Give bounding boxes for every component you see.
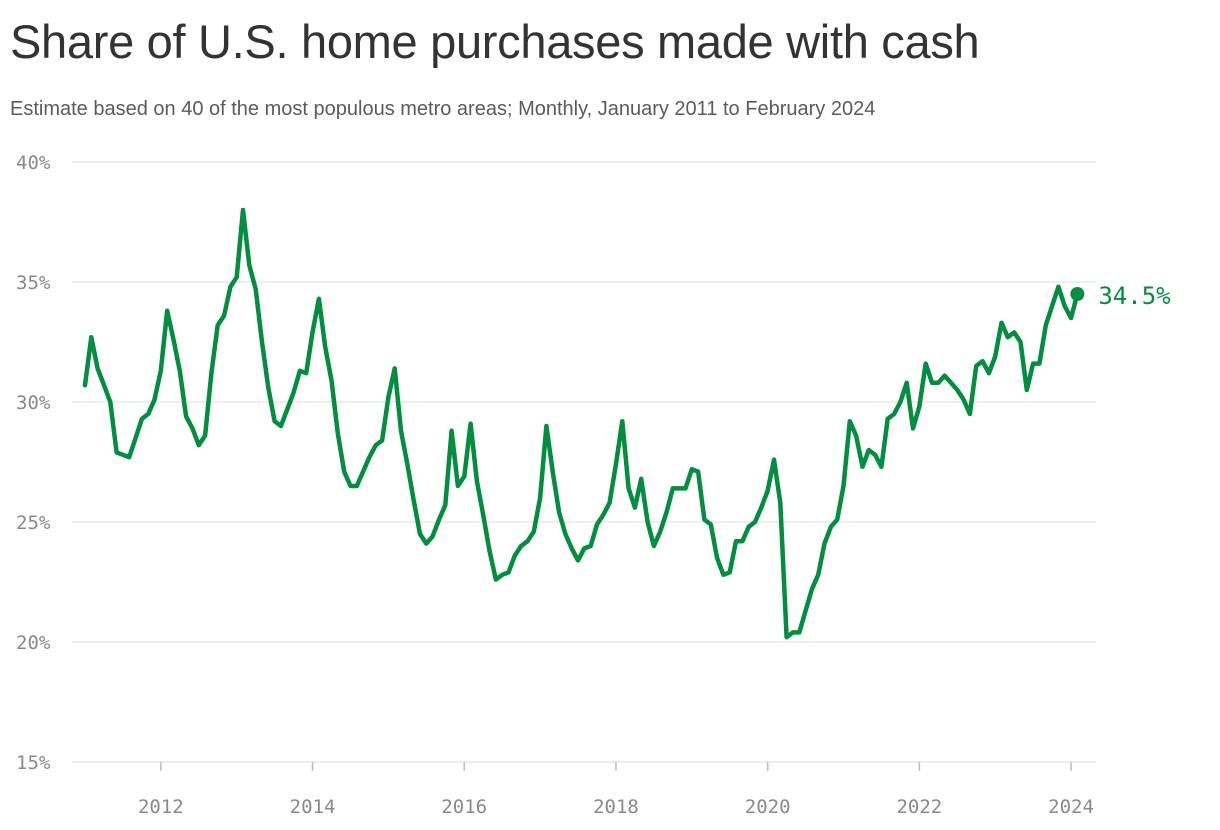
chart-title: Share of U.S. home purchases made with c… — [10, 15, 980, 68]
x-tick-label: 2020 — [745, 796, 791, 818]
y-tick-label: 15% — [16, 752, 51, 774]
x-axis: 2012 2014 2016 2018 2020 2022 2024 — [138, 762, 1094, 818]
x-tick-label: 2014 — [290, 796, 336, 818]
y-tick-label: 25% — [16, 512, 51, 534]
y-axis-ticks: 40% 35% 30% 25% 20% 15% — [16, 152, 51, 774]
x-tick-label: 2016 — [441, 796, 487, 818]
x-tick-label: 2022 — [896, 796, 942, 818]
x-tick-label: 2018 — [593, 796, 639, 818]
x-tick-label: 2024 — [1048, 796, 1094, 818]
series-group: 34.5% — [82, 207, 1171, 640]
series-line — [82, 207, 1080, 640]
y-tick-label: 35% — [16, 272, 51, 294]
y-tick-label: 40% — [16, 152, 51, 174]
end-value-label: 34.5% — [1098, 282, 1171, 310]
x-tick-label: 2012 — [138, 796, 184, 818]
chart-subtitle: Estimate based on 40 of the most populou… — [10, 98, 876, 120]
end-point-marker — [1070, 287, 1085, 301]
y-tick-label: 30% — [16, 392, 51, 414]
y-tick-label: 20% — [16, 632, 51, 654]
gridlines — [72, 161, 1096, 763]
